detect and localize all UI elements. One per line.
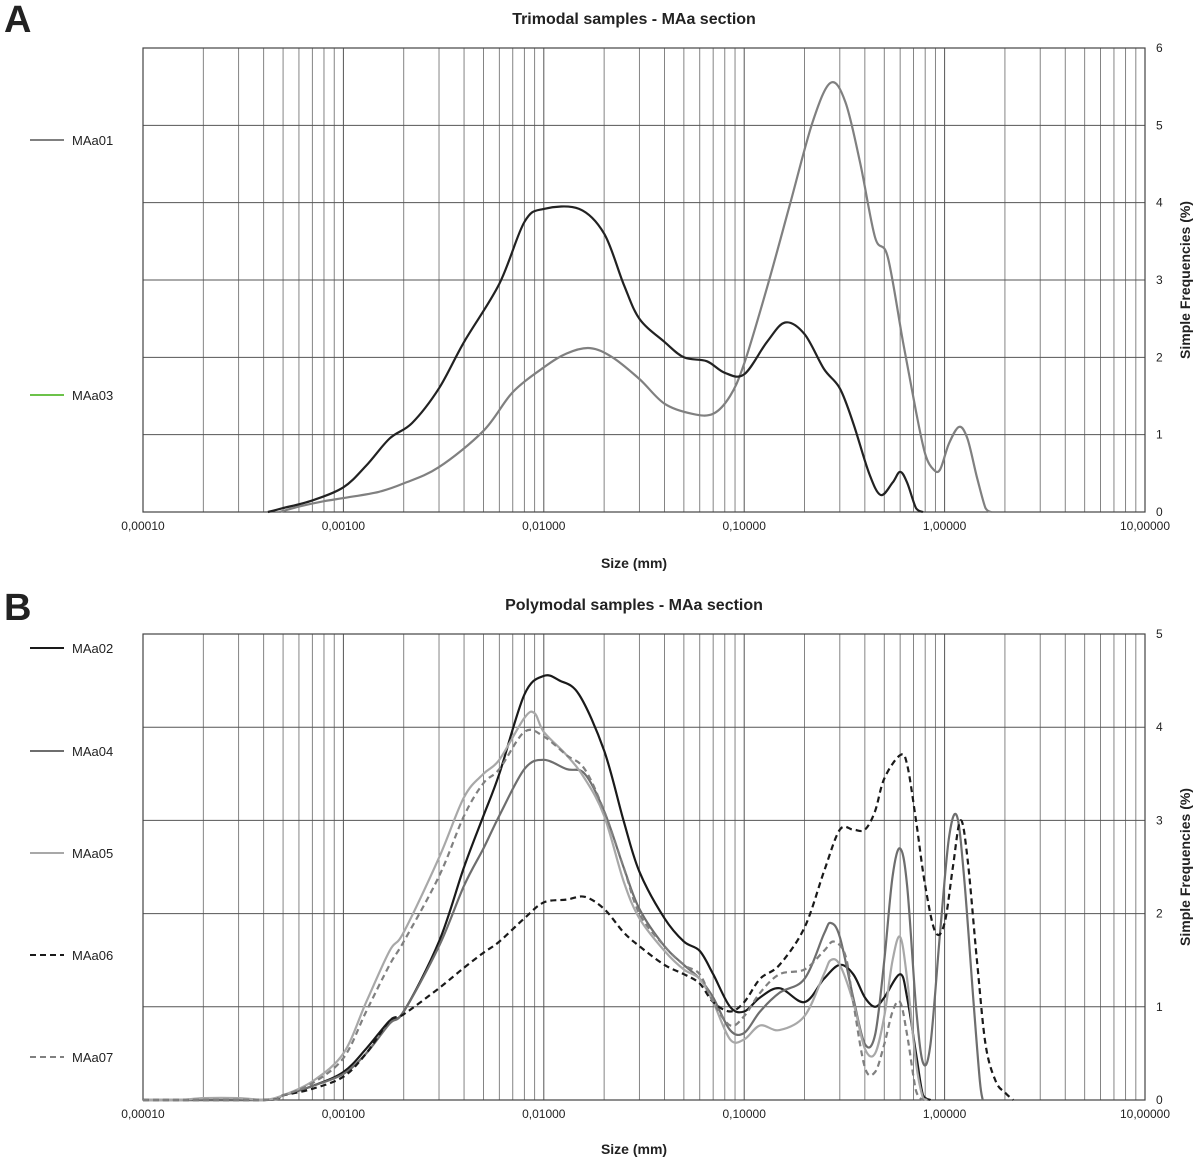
y-tick-label: 1 xyxy=(1156,428,1163,442)
x-tick-label: 0,10000 xyxy=(723,1107,767,1121)
plot-frame xyxy=(142,47,1146,513)
legend-label: MAa05 xyxy=(72,846,113,861)
y-tick-label: 3 xyxy=(1156,273,1163,287)
x-tick-label: 0,00100 xyxy=(322,1107,366,1121)
chart-panel-b: B Polymodal samples - MAa section Size (… xyxy=(4,587,1193,1157)
y-tick-label: 4 xyxy=(1156,196,1163,210)
legend-label: MAa03 xyxy=(72,388,113,403)
series-line-maa01 xyxy=(279,81,992,514)
x-tick-label: 1,00000 xyxy=(923,1107,967,1121)
x-tick-label: 0,00100 xyxy=(322,519,366,533)
legend: MAa02 MAa04 MAa05 MAa06 MAa07 xyxy=(30,641,113,1065)
y-tick-label: 1 xyxy=(1156,1000,1163,1014)
panel-letter: B xyxy=(4,587,31,629)
y-axis-label: Simple Frequencies (%) xyxy=(1177,201,1193,359)
chart-title: Polymodal samples - MAa section xyxy=(505,597,763,614)
x-axis-label: Size (mm) xyxy=(601,1141,667,1157)
chart-panel-a: A Trimodal samples - MAa section Size (m… xyxy=(4,0,1193,571)
grid xyxy=(143,634,1145,1100)
x-tick-label: 1,00000 xyxy=(923,519,967,533)
y-tick-label: 5 xyxy=(1156,627,1163,641)
legend: MAa01 MAa03 xyxy=(30,133,113,403)
panel-letter: A xyxy=(4,0,31,41)
x-tick-label: 0,00010 xyxy=(121,1107,165,1121)
legend-label: MAa01 xyxy=(72,133,113,148)
plot-frame xyxy=(142,633,1146,1101)
plot-border xyxy=(142,47,1146,513)
legend-label: MAa07 xyxy=(72,1050,113,1065)
y-tick-label: 3 xyxy=(1156,813,1163,827)
series-line-maa06 xyxy=(142,753,1014,1102)
grid xyxy=(143,48,1145,512)
y-tick-label: 0 xyxy=(1156,505,1163,519)
y-tick-label: 2 xyxy=(1156,350,1163,364)
x-tick-label: 0,10000 xyxy=(723,519,767,533)
plot-border xyxy=(142,633,1146,1101)
y-tick-label: 4 xyxy=(1156,720,1163,734)
legend-label: MAa02 xyxy=(72,641,113,656)
y-tick-label: 6 xyxy=(1156,41,1163,55)
series-lines xyxy=(142,674,1014,1102)
x-tick-label: 10,00000 xyxy=(1120,519,1170,533)
series-lines xyxy=(267,81,992,514)
x-tick-label: 10,00000 xyxy=(1120,1107,1170,1121)
x-tick-label: 0,01000 xyxy=(522,519,566,533)
legend-label: MAa06 xyxy=(72,948,113,963)
series-line-maa03 xyxy=(267,205,924,514)
y-tick-label: 2 xyxy=(1156,907,1163,921)
y-tick-label: 5 xyxy=(1156,118,1163,132)
legend-label: MAa04 xyxy=(72,744,113,759)
chart-title: Trimodal samples - MAa section xyxy=(512,11,756,28)
series-line-maa04 xyxy=(142,758,984,1102)
series-line-maa02 xyxy=(142,674,932,1102)
tick-labels: 0,00010 0,00100 0,01000 0,10000 1,00000 10,00… xyxy=(121,627,1170,1121)
x-axis-label: Size (mm) xyxy=(601,555,667,571)
series-line-maa07 xyxy=(142,728,924,1102)
x-tick-label: 0,01000 xyxy=(522,1107,566,1121)
y-axis-label: Simple Frequencies (%) xyxy=(1177,788,1193,946)
series-line-maa05 xyxy=(142,710,928,1102)
x-tick-label: 0,00010 xyxy=(121,519,165,533)
tick-labels: 0,00010 0,00100 0,01000 0,10000 1,00000 10,00… xyxy=(121,41,1170,533)
y-tick-label: 0 xyxy=(1156,1093,1163,1107)
